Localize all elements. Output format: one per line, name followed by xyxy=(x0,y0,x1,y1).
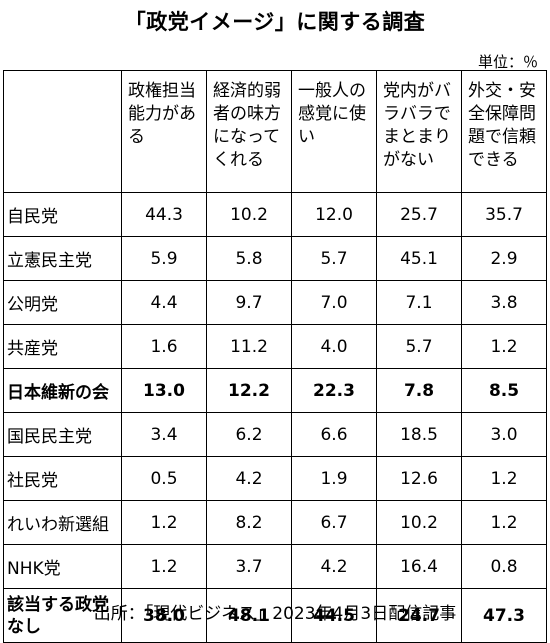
row-label: 日本維新の会 xyxy=(3,368,122,413)
table-cell: 1.2 xyxy=(121,500,207,545)
table-row: 社民党 0.5 4.2 1.9 12.6 1.2 xyxy=(3,456,547,501)
column-header: 政権担当能力がある xyxy=(121,70,207,193)
table-cell: 12.6 xyxy=(376,456,462,501)
column-header: 外交・安全保障問題で信頼できる xyxy=(461,70,547,193)
page-title: 「政党イメージ」に関する調査 xyxy=(124,10,426,34)
table-cell: 25.7 xyxy=(376,192,462,237)
table-row: 該当する政党なし 38.0 48.1 44.5 24.7 47.3 xyxy=(3,588,547,643)
unit-label: 単位：％ xyxy=(477,53,538,71)
table-row: 自民党 44.3 10.2 12.0 25.7 35.7 xyxy=(3,192,547,237)
table-cell: 7.0 xyxy=(291,280,377,325)
table-cell: 1.2 xyxy=(121,544,207,589)
survey-table: 政権担当能力がある 経済的弱者の味方になってくれる 一般人の感覚に使い 党内がバ… xyxy=(3,70,547,643)
column-header: 一般人の感覚に使い xyxy=(291,70,377,193)
table-row: 国民民主党 3.4 6.2 6.6 18.5 3.0 xyxy=(3,412,547,457)
table-cell: 0.5 xyxy=(121,456,207,501)
table-cell: 3.4 xyxy=(121,412,207,457)
table-cell: 16.4 xyxy=(376,544,462,589)
row-label: NHK党 xyxy=(3,544,122,589)
table-cell: 45.1 xyxy=(376,236,462,281)
table-cell: 5.8 xyxy=(206,236,292,281)
table-cell: 10.2 xyxy=(206,192,292,237)
table-cell: 12.2 xyxy=(206,368,292,413)
row-label: 国民民主党 xyxy=(3,412,122,457)
table-cell: 4.2 xyxy=(291,544,377,589)
header-corner-cell xyxy=(3,70,122,193)
table-cell: 3.7 xyxy=(206,544,292,589)
table-cell: 12.0 xyxy=(291,192,377,237)
table-cell: 48.1 xyxy=(206,588,292,643)
source-note: 出所：「現代ビジネス」2023年4月3日配信記事 xyxy=(93,604,457,624)
row-label: 社民党 xyxy=(3,456,122,501)
table-cell: 1.2 xyxy=(461,456,547,501)
column-header: 党内がバラバラでまとまりがない xyxy=(376,70,462,193)
table-cell: 38.0 xyxy=(121,588,207,643)
table-cell: 35.7 xyxy=(461,192,547,237)
row-label: 公明党 xyxy=(3,280,122,325)
table-cell: 7.8 xyxy=(376,368,462,413)
table-cell: 4.2 xyxy=(206,456,292,501)
table-cell: 10.2 xyxy=(376,500,462,545)
table-cell: 0.8 xyxy=(461,544,547,589)
table-cell: 5.7 xyxy=(291,236,377,281)
row-label: 共産党 xyxy=(3,324,122,369)
table-row: 立憲民主党 5.9 5.8 5.7 45.1 2.9 xyxy=(3,236,547,281)
table-cell: 11.2 xyxy=(206,324,292,369)
table-cell: 9.7 xyxy=(206,280,292,325)
row-label: れいわ新選組 xyxy=(3,500,122,545)
table-row: 公明党 4.4 9.7 7.0 7.1 3.8 xyxy=(3,280,547,325)
column-header: 経済的弱者の味方になってくれる xyxy=(206,70,292,193)
row-label: 該当する政党なし xyxy=(3,588,122,643)
table-cell: 47.3 xyxy=(461,588,547,643)
table-cell: 44.5 xyxy=(291,588,377,643)
row-label: 立憲民主党 xyxy=(3,236,122,281)
table-cell: 2.9 xyxy=(461,236,547,281)
table-cell: 13.0 xyxy=(121,368,207,413)
table-header-row: 政権担当能力がある 経済的弱者の味方になってくれる 一般人の感覚に使い 党内がバ… xyxy=(3,70,547,193)
table-cell: 6.7 xyxy=(291,500,377,545)
table-cell: 6.6 xyxy=(291,412,377,457)
table-cell: 7.1 xyxy=(376,280,462,325)
table-row: NHK党 1.2 3.7 4.2 16.4 0.8 xyxy=(3,544,547,589)
table-row: れいわ新選組 1.2 8.2 6.7 10.2 1.2 xyxy=(3,500,547,545)
table-cell: 1.2 xyxy=(461,500,547,545)
table-cell: 6.2 xyxy=(206,412,292,457)
table-cell: 22.3 xyxy=(291,368,377,413)
row-label: 自民党 xyxy=(3,192,122,237)
table-cell: 8.2 xyxy=(206,500,292,545)
table-cell: 18.5 xyxy=(376,412,462,457)
table-cell: 1.9 xyxy=(291,456,377,501)
table-row: 共産党 1.6 11.2 4.0 5.7 1.2 xyxy=(3,324,547,369)
table-cell: 3.0 xyxy=(461,412,547,457)
table-cell: 4.4 xyxy=(121,280,207,325)
table-cell: 44.3 xyxy=(121,192,207,237)
table-cell: 5.9 xyxy=(121,236,207,281)
table-cell: 5.7 xyxy=(376,324,462,369)
table-cell: 8.5 xyxy=(461,368,547,413)
table-row: 日本維新の会 13.0 12.2 22.3 7.8 8.5 xyxy=(3,368,547,413)
table-cell: 1.2 xyxy=(461,324,547,369)
table-cell: 4.0 xyxy=(291,324,377,369)
table-cell: 1.6 xyxy=(121,324,207,369)
table-cell: 3.8 xyxy=(461,280,547,325)
